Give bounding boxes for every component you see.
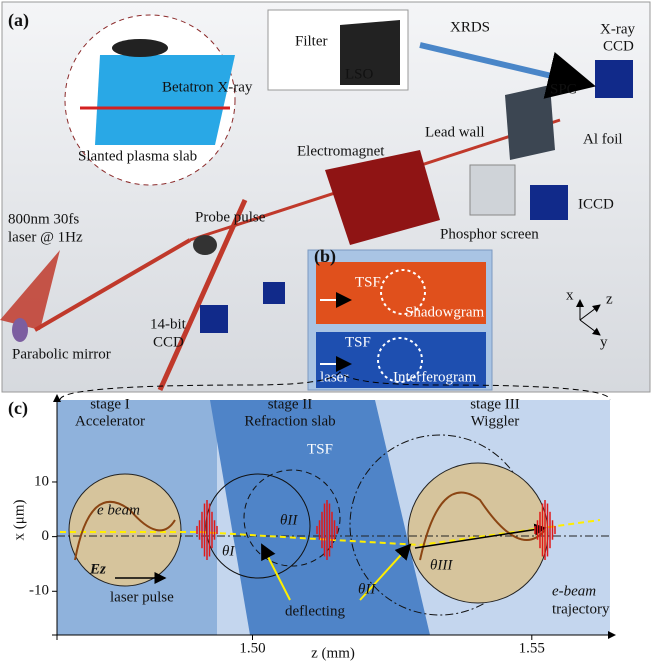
- stage: Refraction slab: [244, 413, 335, 429]
- label: X-ray: [600, 21, 635, 37]
- angle: θII: [358, 581, 376, 597]
- label: laser pulse: [110, 589, 174, 605]
- phosphor: [469, 164, 516, 216]
- label: 14-bit: [150, 316, 187, 332]
- label: ICCD: [578, 196, 614, 212]
- label: Lead wall: [425, 124, 485, 140]
- y-tick-label: -10: [29, 583, 49, 599]
- laser-beam: [157, 198, 248, 392]
- axis-label: y: [600, 334, 608, 350]
- panel-b: (b) TSF Shadowgram TSF laser Interferogr…: [307, 246, 493, 391]
- lso-box: [340, 20, 400, 85]
- panel-label: (b): [314, 246, 336, 267]
- label: laser: [320, 369, 348, 385]
- label: Electromagnet: [297, 143, 385, 159]
- bubble: [205, 473, 311, 579]
- label: TSF: [345, 334, 371, 350]
- panel-label: (a): [8, 10, 29, 31]
- label: SPC: [550, 81, 577, 97]
- bubble: [243, 469, 341, 567]
- stage: stage II: [268, 396, 313, 412]
- axis-arrow: [579, 304, 601, 321]
- stage: stage III: [470, 396, 520, 412]
- label: Slanted plasma slab: [78, 148, 197, 164]
- angle: θII: [280, 512, 298, 528]
- label: Filter: [295, 33, 328, 49]
- label: CCD: [603, 38, 634, 54]
- label: 800nm 30fs: [8, 211, 79, 227]
- panel-c: (c) x (μm) z (mm) stage I Accelerator st…: [8, 371, 616, 661]
- iccd: [530, 185, 568, 220]
- panel-a: (a) Filter LSO XRDS X-ray CCD SPC Lead w…: [0, 1, 651, 393]
- label: laser @ 1Hz: [8, 229, 83, 245]
- stage: Wiggler: [471, 413, 520, 429]
- x-tick-label: 1.55: [519, 640, 545, 656]
- panel-label: (c): [8, 398, 28, 419]
- label: TSF: [355, 274, 381, 290]
- label: XRDS: [450, 19, 490, 35]
- label: TSF: [307, 441, 333, 457]
- axis-label: z: [606, 291, 613, 307]
- plasma-slab: [95, 55, 235, 145]
- label: LSO: [345, 66, 374, 82]
- label: Interferogram: [393, 369, 477, 385]
- label: Betatron X-ray: [162, 79, 253, 95]
- stage: stage I: [90, 396, 130, 412]
- ccd: [263, 282, 285, 304]
- tsf-circle: [377, 337, 423, 383]
- axis-label: x: [566, 287, 574, 303]
- arrow: [359, 543, 412, 601]
- axis-arrow: [579, 319, 601, 336]
- bubble: [68, 473, 182, 587]
- angle: θIII: [430, 557, 453, 573]
- bubble: [407, 462, 549, 604]
- ez-field: [419, 491, 546, 561]
- label: trajectory: [552, 601, 610, 617]
- label: Ez: [89, 561, 106, 577]
- label: Probe pulse: [195, 209, 266, 225]
- trajectory: [60, 519, 601, 547]
- lead-wall: [505, 85, 555, 160]
- arrow: [261, 543, 291, 601]
- axis-title: x (μm): [11, 500, 27, 541]
- arrow: [414, 523, 547, 549]
- detector: [112, 39, 168, 57]
- brace: [59, 371, 611, 401]
- label: Phosphor screen: [440, 226, 539, 242]
- stage: Accelerator: [75, 413, 145, 429]
- y-tick-label: 10: [34, 473, 49, 489]
- label: Al foil: [583, 131, 623, 147]
- electromagnet: [325, 150, 440, 245]
- y-tick-label: 0: [42, 528, 50, 544]
- xrds-arrow: [419, 42, 596, 99]
- angle: θI: [222, 543, 235, 559]
- tsf-circle: [380, 269, 426, 315]
- mirror: [12, 318, 28, 342]
- label: CCD: [153, 334, 184, 350]
- xray-ccd: [595, 60, 633, 98]
- probe-optic: [193, 235, 217, 255]
- ccd: [200, 305, 228, 333]
- label: deflecting: [285, 603, 345, 619]
- refraction-slab: [210, 400, 430, 635]
- label: e beam: [97, 502, 140, 518]
- label: e-beam: [552, 583, 596, 599]
- label: Parabolic mirror: [12, 346, 111, 362]
- ez-field: [74, 500, 176, 561]
- laser-cone: [0, 250, 60, 330]
- laser-beam: [33, 238, 192, 332]
- axis-title: z (mm): [311, 645, 355, 661]
- label: Shadowgram: [405, 304, 484, 320]
- x-tick-label: 1.50: [239, 640, 265, 656]
